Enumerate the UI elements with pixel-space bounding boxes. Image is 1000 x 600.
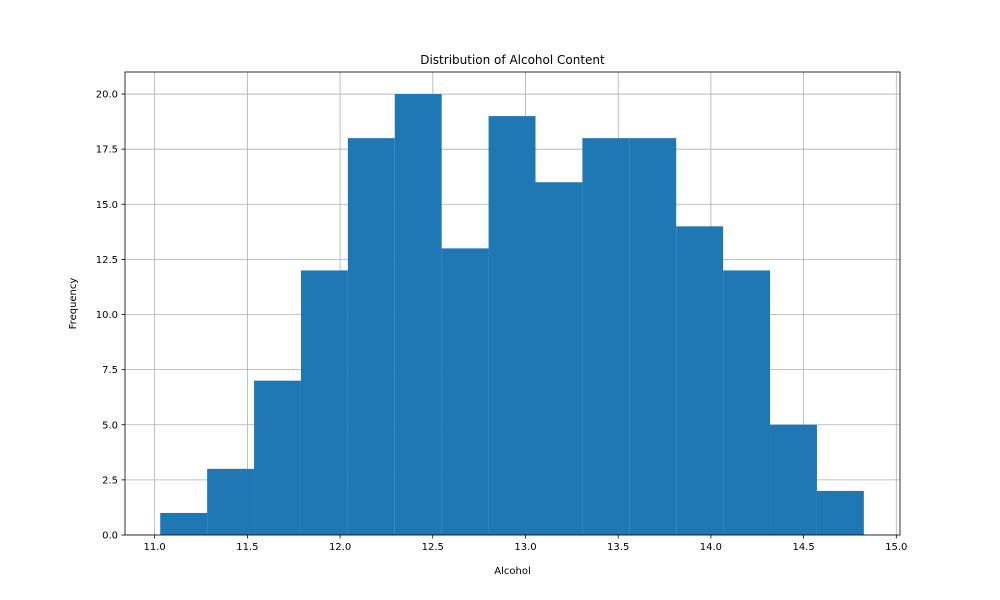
histogram-bar (160, 512, 208, 535)
x-tick-label: 11.0 (144, 542, 166, 553)
histogram-bar (347, 138, 395, 535)
y-tick-label: 20.0 (96, 90, 118, 101)
histogram-bar (629, 138, 677, 535)
histogram-bar (394, 94, 442, 536)
x-tick-label: 12.5 (422, 542, 444, 553)
x-tick-label: 14.5 (792, 542, 814, 553)
y-tick-label: 12.5 (96, 255, 118, 266)
x-axis-label: Alcohol (494, 566, 530, 577)
histogram-bar (254, 380, 301, 535)
y-tick-label: 10.0 (96, 310, 118, 321)
histogram-bar (770, 424, 817, 535)
x-tick-label: 13.0 (514, 542, 536, 553)
x-tick-label: 13.5 (607, 542, 629, 553)
histogram-bar (723, 270, 771, 535)
x-axis-ticks: 11.0 11.5 12.0 12.5 13.0 13.5 14.0 14.5 15.0 (144, 535, 907, 553)
histogram-bar (582, 138, 630, 535)
plot-frame (124, 71, 901, 536)
histogram-bar (207, 468, 255, 535)
histogram-bar (676, 226, 724, 536)
y-tick-label: 7.5 (102, 365, 118, 376)
y-tick-label: 0.0 (102, 531, 118, 542)
x-tick-label: 11.5 (236, 542, 258, 553)
x-tick-label: 15.0 (885, 542, 907, 553)
y-tick-label: 17.5 (96, 145, 118, 156)
histogram-bar (441, 248, 489, 535)
x-tick-label: 12.0 (329, 542, 351, 553)
y-tick-label: 15.0 (96, 200, 118, 211)
histogram-bar (488, 116, 536, 535)
y-tick-label: 2.5 (102, 475, 118, 486)
histogram-bar (535, 182, 583, 535)
histogram-bar (300, 270, 348, 535)
y-tick-label: 5.0 (102, 420, 118, 431)
histogram-bars (160, 94, 864, 536)
y-axis-label: Frequency (68, 278, 79, 330)
chart-title: Distribution of Alcohol Content (420, 53, 605, 67)
y-axis-ticks: 0.0 2.5 5.0 7.5 10.0 12.5 15.0 17.5 20.0 (96, 90, 125, 542)
histogram-bar (816, 490, 864, 535)
x-tick-label: 14.0 (700, 542, 722, 553)
